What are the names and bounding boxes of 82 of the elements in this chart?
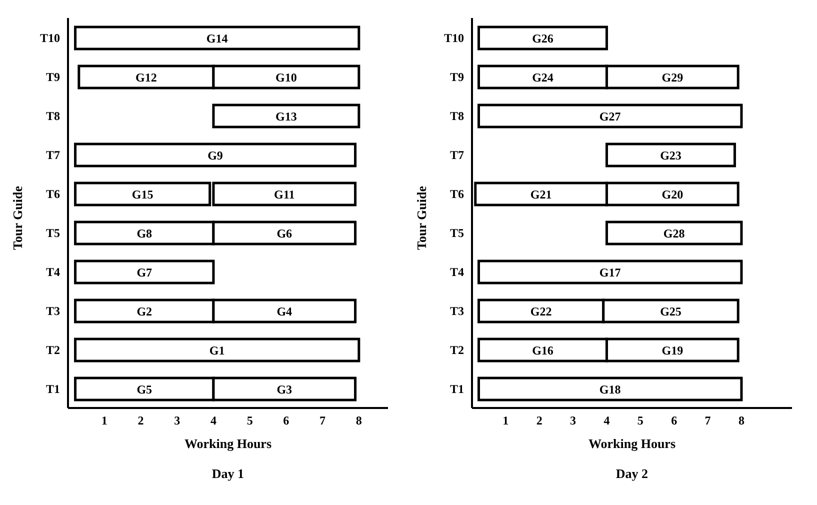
y-tick-label: T2 bbox=[46, 342, 60, 357]
bar bbox=[605, 220, 743, 246]
y-axis-title: Tour Guide bbox=[414, 186, 430, 250]
bar bbox=[605, 142, 736, 168]
data-label: G18 bbox=[599, 382, 621, 396]
y-tick-label: T8 bbox=[46, 108, 60, 123]
data-label: G25 bbox=[660, 304, 682, 318]
data-label: G26 bbox=[532, 31, 554, 46]
data-label: G3 bbox=[276, 382, 292, 396]
y-tick-label: T1 bbox=[450, 382, 464, 396]
data-label: G7 bbox=[136, 265, 152, 280]
y-tick-label: T8 bbox=[450, 108, 464, 123]
y-tick-label: T6 bbox=[46, 186, 60, 201]
y-tick-label: T4 bbox=[46, 264, 60, 279]
bar bbox=[74, 338, 360, 362]
x-tick-label: 3 bbox=[570, 414, 576, 428]
bar bbox=[212, 104, 360, 128]
text: Day 1 bbox=[210, 466, 246, 482]
x-tick-label: 5 bbox=[246, 414, 253, 428]
data-label: G13 bbox=[276, 109, 297, 124]
data-label: G4 bbox=[276, 304, 292, 318]
bar bbox=[74, 260, 215, 284]
x-tick-label: 7 bbox=[704, 414, 711, 428]
x-axis-title: Working Hours bbox=[587, 436, 677, 452]
y-tick-label: T5 bbox=[450, 226, 464, 240]
bar bbox=[74, 26, 360, 50]
y-tick-label: T2 bbox=[450, 342, 464, 357]
bar bbox=[477, 260, 743, 284]
data-label: G24 bbox=[532, 70, 554, 84]
x-tick-label: 1 bbox=[502, 414, 509, 428]
bar bbox=[74, 142, 357, 168]
data-label: G1 bbox=[209, 343, 225, 358]
data-label: G21 bbox=[530, 187, 552, 202]
data-label: G16 bbox=[532, 343, 554, 358]
bar bbox=[477, 104, 743, 128]
data-label: G12 bbox=[136, 70, 157, 84]
data-label: G23 bbox=[660, 148, 682, 162]
x-tick-label: 3 bbox=[174, 414, 180, 428]
data-label: G19 bbox=[662, 343, 684, 358]
x-tick-label: 5 bbox=[637, 414, 644, 428]
x-tick-label: 2 bbox=[536, 414, 542, 428]
y-tick-label: T6 bbox=[450, 186, 464, 201]
x-tick-label: 6 bbox=[671, 414, 678, 428]
data-label: G29 bbox=[662, 70, 684, 84]
data-label: G11 bbox=[274, 187, 295, 202]
y-tick-label: T5 bbox=[46, 226, 60, 240]
x-tick-label: 8 bbox=[738, 414, 744, 428]
data-label: G22 bbox=[530, 304, 552, 318]
data-label: G20 bbox=[662, 187, 684, 202]
y-tick-label: T7 bbox=[46, 148, 60, 162]
bar bbox=[477, 376, 743, 402]
y-tick-label: T9 bbox=[450, 70, 464, 84]
y-tick-label: T3 bbox=[450, 304, 464, 318]
y-tick-label: T7 bbox=[450, 148, 464, 162]
y-axis-title: Tour Guide bbox=[10, 186, 26, 250]
x-tick-label: 1 bbox=[101, 414, 108, 428]
x-tick-label: 8 bbox=[356, 414, 362, 428]
x-tick-label: 2 bbox=[138, 414, 144, 428]
data-label: G14 bbox=[206, 31, 228, 46]
x-tick-label: 6 bbox=[283, 414, 290, 428]
x-tick-label: 7 bbox=[320, 414, 326, 428]
data-label: G2 bbox=[136, 304, 152, 318]
y-tick-label: T3 bbox=[46, 304, 60, 318]
x-axis-title: Working Hours bbox=[183, 436, 273, 452]
data-label: G10 bbox=[276, 70, 297, 84]
y-tick-label: T1 bbox=[46, 382, 60, 396]
y-tick-label: T10 bbox=[444, 30, 464, 45]
data-label: G9 bbox=[208, 148, 223, 162]
text: Day 2 bbox=[614, 466, 650, 482]
data-label: G15 bbox=[132, 187, 154, 202]
data-label: G8 bbox=[136, 226, 152, 240]
x-tick-label: 4 bbox=[604, 414, 610, 428]
data-label: G5 bbox=[136, 382, 152, 396]
y-tick-label: T10 bbox=[40, 30, 60, 45]
data-label: G6 bbox=[276, 226, 292, 240]
data-label: G27 bbox=[599, 109, 621, 124]
x-tick-label: 4 bbox=[210, 414, 216, 428]
y-tick-label: T4 bbox=[450, 264, 464, 279]
y-tick-label: T9 bbox=[46, 70, 60, 84]
bar bbox=[477, 26, 608, 50]
data-label: G17 bbox=[599, 265, 621, 280]
data-label: G28 bbox=[663, 226, 685, 240]
